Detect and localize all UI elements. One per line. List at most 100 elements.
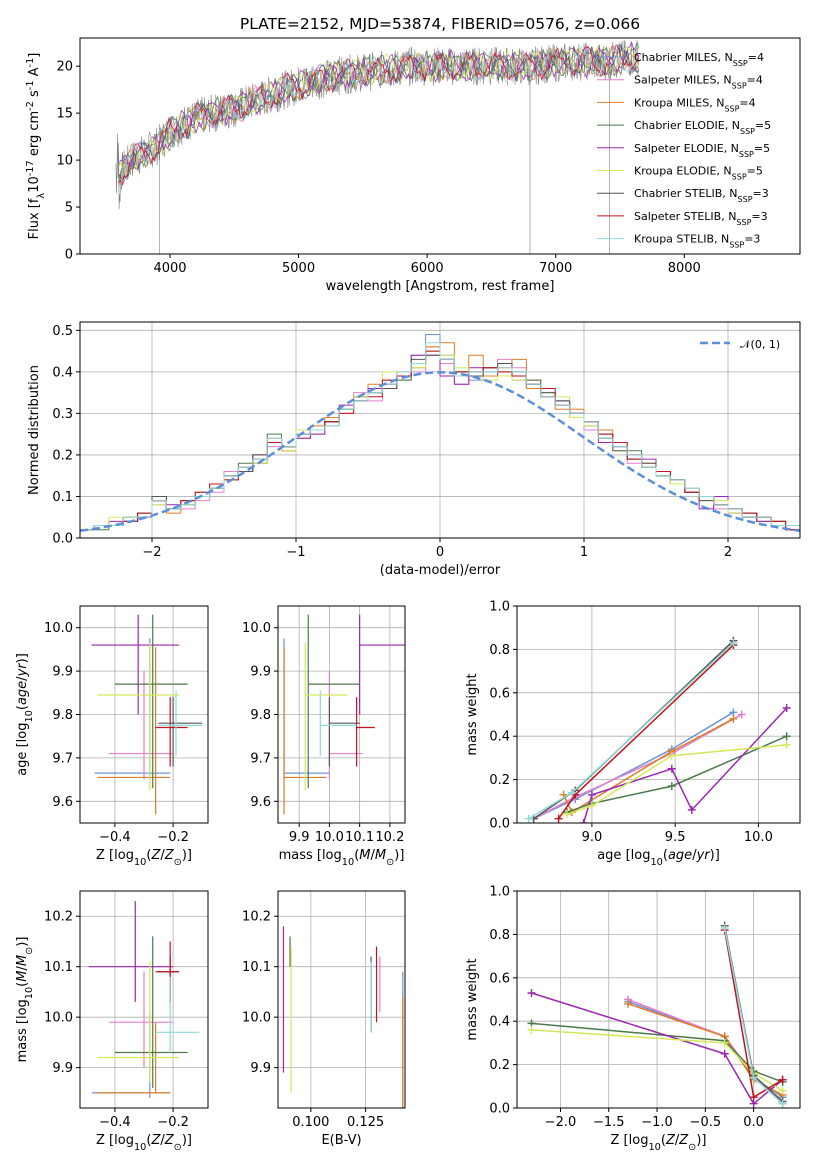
y-tick-label: 0.4 [489,730,510,745]
x-tick-label: 10.0 [744,830,773,845]
weight-marker [554,814,563,823]
plot-area [115,39,640,254]
weight-marker [782,703,791,712]
y-axis-label: mass [log10(M/M⊙)] [15,937,35,1063]
x-tick-label: −2 [142,545,161,560]
x-tick-label: 4000 [153,261,186,276]
legend-label: Chabrier STELIB, NSSP=3 [634,187,769,204]
weight-line [533,713,743,820]
weight-marker [778,1075,787,1084]
x-tick-label: 10.0 [315,830,344,845]
panel-weight-vs-age: 9.0 9.5 10.0 0.0 0.2 0.4 0.6 0.8 1.0 age [log10(a… [465,600,801,868]
y-tick-label: 0.0 [489,817,510,832]
x-tick-label: 9.0 [582,830,603,845]
legend-label: Salpeter ELODIE, NSSP=5 [634,142,770,159]
y-tick-label: 0.2 [489,1058,510,1073]
y-tick-label: 9.8 [250,708,271,723]
legend-label: 𝒩(0, 1) [740,338,780,351]
legend-label: Kroupa STELIB, NSSP=3 [634,233,760,250]
weight-marker [667,764,676,773]
weight-line [582,707,788,823]
x-tick-label: 9.5 [665,830,686,845]
weight-marker [587,790,596,799]
y-axis-label: mass weight [465,958,480,1040]
x-axis-label: (data-model)/error [380,563,501,578]
weight-marker [720,1049,729,1058]
plot-area [527,921,787,1108]
weight-marker [667,751,676,760]
x-tick-label: 10.2 [375,830,404,845]
x-tick-label: −1.5 [593,1115,625,1130]
axes-frame [79,37,801,255]
weight-marker [567,788,576,797]
model-spectrum [118,42,640,189]
panel-residuals: −2 −1 0 1 2 0.0 0.1 0.2 0.3 0.4 0.5 (data-model)/er… [27,321,801,578]
weight-line [566,744,787,816]
weight-line [531,1022,783,1083]
y-axis-label: mass weight [465,673,480,755]
y-tick-label: 9.6 [52,795,73,810]
weight-marker [527,988,536,997]
y-tick-label: 9.7 [52,751,73,766]
x-axis-label: Z [log10(Z/Z⊙)] [96,1133,192,1153]
model-spectrum [118,43,640,181]
y-tick-label: 0 [65,248,73,263]
x-tick-label: −1 [286,545,305,560]
y-tick-label: 9.9 [52,665,73,680]
plot-area [80,333,800,532]
y-tick-label: 0.3 [52,407,73,422]
y-tick-label: 9.6 [250,795,271,810]
axes-frame [79,321,801,539]
x-axis-label: age [log10(age/yr)] [597,848,720,868]
plot-area [283,614,405,815]
weight-marker [729,714,738,723]
x-axis-label: Z [log10(Z/Z⊙)] [611,1133,707,1153]
y-axis-label: Flux [fλ10-17 erg cm-2 s-1 A-1] [25,53,47,240]
axes-frame [516,890,801,1109]
panel-age-vs-Z: −0.4 −0.2 9.6 9.7 9.8 9.9 10.0 Z [log10(Z/Z⊙)] a… [15,605,209,868]
weight-marker [749,1073,758,1082]
weight-line [533,711,734,820]
plot-area [524,636,791,823]
y-tick-label: 10.0 [44,621,73,636]
y-axis-label: Normed distribution [27,365,42,495]
legend-label: Chabrier MILES, NSSP=4 [634,51,764,68]
y-tick-label: 10.2 [44,910,73,925]
x-tick-label: 7000 [539,261,572,276]
y-tick-label: 20 [56,60,73,75]
y-tick-label: 0.6 [489,686,510,701]
panel-mass-vs-EBV: 0.100 0.125 9.9 10.0 10.1 10.2 E(B-V) [242,890,406,1148]
x-tick-label: −0.2 [157,1115,189,1130]
y-tick-label: 0.0 [52,532,73,547]
weight-marker [749,1093,758,1102]
x-tick-label: 10.1 [345,830,374,845]
panel-spectrum: 4000 5000 6000 7000 8000 0 5 10 15 20 wavelength [… [25,37,801,294]
x-axis-label: E(B-V) [321,1133,361,1148]
legend-label: Salpeter STELIB, NSSP=3 [634,210,768,227]
y-tick-label: 5 [65,201,73,216]
y-tick-label: 9.9 [52,1061,73,1076]
y-tick-label: 1.0 [489,885,510,900]
y-tick-label: 10.0 [44,1011,73,1026]
y-tick-label: 0.1 [52,490,73,505]
gaussian-curve [80,371,800,532]
legend-label: Salpeter MILES, NSSP=4 [634,74,763,91]
y-tick-label: 0.8 [489,643,510,658]
x-tick-label: 5000 [282,261,315,276]
x-tick-label: 2 [724,545,732,560]
weight-marker [687,805,696,814]
weight-marker [524,814,533,823]
y-tick-label: 10.1 [44,960,73,975]
x-tick-label: −1.0 [641,1115,673,1130]
x-axis-label: mass [log10(M/M⊙)] [279,848,405,868]
y-tick-label: 9.9 [250,665,271,680]
y-tick-label: 1.0 [489,600,510,615]
axes-frame [277,890,406,1109]
x-tick-label: 0.100 [292,1115,329,1130]
weight-marker [782,732,791,741]
y-tick-label: 15 [56,107,73,122]
figure-title: PLATE=2152, MJD=53874, FIBERID=0576, z=0… [240,15,640,33]
weight-marker [720,923,729,932]
y-tick-label: 10.0 [242,1011,271,1026]
